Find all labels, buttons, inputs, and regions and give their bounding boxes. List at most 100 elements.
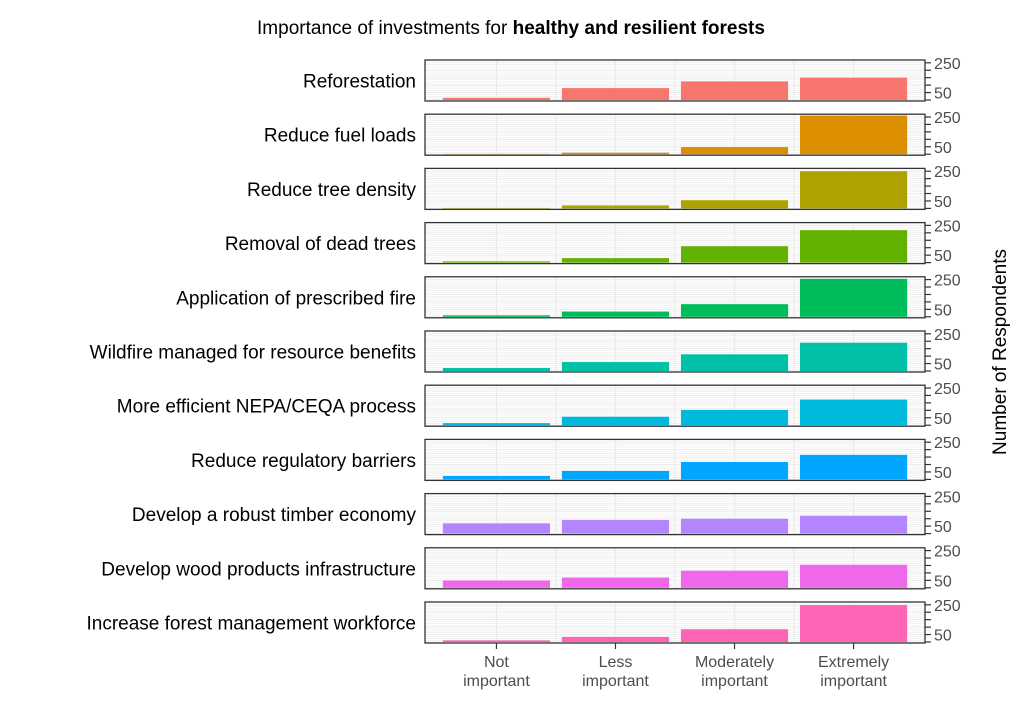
facet-panel: 250 50 Removal of dead trees <box>225 218 961 265</box>
panel-border <box>424 113 926 156</box>
panel-border <box>424 167 926 211</box>
bar <box>442 580 550 588</box>
x-tick-label: Moderately important <box>695 654 774 690</box>
panel-border <box>424 59 926 102</box>
bar <box>800 278 908 317</box>
y-tick-label: 50 <box>934 248 952 265</box>
bar <box>800 399 908 426</box>
bar <box>680 200 789 209</box>
x-tick-label: Less important <box>582 654 649 690</box>
bar <box>800 115 908 155</box>
bar <box>680 409 789 426</box>
x-tick-label: Extremely important <box>818 654 889 690</box>
y-tick-label: 50 <box>934 411 952 428</box>
x-tick-label-line: Extremely <box>818 654 889 671</box>
y-tick-label: 250 <box>934 218 961 235</box>
bar <box>800 230 908 263</box>
facet-label: Removal of dead trees <box>225 234 416 255</box>
y-tick-label: 250 <box>934 544 961 561</box>
facet-panel: 250 50 Develop a robust timber economy <box>132 489 961 536</box>
bar <box>800 564 908 588</box>
bar <box>561 636 670 642</box>
facet-label: Reduce regulatory barriers <box>191 451 416 472</box>
y-tick-label: 50 <box>934 628 952 645</box>
bar <box>442 423 550 426</box>
panel-border <box>424 547 926 590</box>
facet-panel: 250 50 Reduce fuel loads <box>264 110 961 157</box>
x-tick-label-line: Less <box>599 654 633 671</box>
facet-panel: 250 50 Develop wood products infrastructur… <box>101 544 961 591</box>
y-tick-label: 50 <box>934 573 952 590</box>
y-tick-label: 250 <box>934 110 961 127</box>
facet-panel: 250 50 Application of prescribed fire <box>176 273 961 320</box>
bar <box>561 152 670 155</box>
bar <box>561 416 670 426</box>
x-tick-label: Not important <box>463 654 530 690</box>
bar <box>680 147 789 155</box>
bar <box>561 362 670 371</box>
bar <box>800 77 908 100</box>
facet-label: Reforestation <box>303 72 416 93</box>
bar <box>561 258 670 263</box>
bar <box>680 518 789 534</box>
x-tick-label-line: important <box>463 673 530 690</box>
facet-label: Develop wood products infrastructure <box>101 559 416 580</box>
panel-border <box>424 276 926 319</box>
y-tick-label: 50 <box>934 194 952 211</box>
x-tick-label-line: important <box>701 673 768 690</box>
facet-panel: 250 50 More efficient NEPA/CEQA process <box>117 381 961 428</box>
bar <box>442 640 550 642</box>
facet-panel: 250 50 Reduce tree density <box>247 164 961 211</box>
facet-label: Develop a robust timber economy <box>132 505 417 526</box>
y-tick-label: 250 <box>934 327 961 344</box>
facet-panel: 250 50 Increase forest management workforc… <box>87 598 961 645</box>
bar <box>442 315 550 317</box>
bar <box>800 454 908 480</box>
bar <box>800 515 908 534</box>
bar <box>680 81 789 100</box>
panel-border <box>424 221 926 265</box>
y-tick-label: 50 <box>934 357 952 374</box>
facet-panel: 250 50 Reduce regulatory barriers <box>191 435 961 482</box>
y-tick-label: 250 <box>934 56 961 73</box>
bar <box>442 523 550 534</box>
y-tick-label: 250 <box>934 273 961 290</box>
panel-border <box>424 492 926 536</box>
bar <box>800 171 908 209</box>
facet-label: Increase forest management workforce <box>87 614 417 635</box>
facet-label: Reduce fuel loads <box>264 126 416 147</box>
bar <box>680 246 789 263</box>
facet-panel: 250 50 Reforestation <box>303 56 961 103</box>
facet-label: Reduce tree density <box>247 180 416 201</box>
bar <box>680 354 789 371</box>
x-tick-label-line: important <box>820 673 887 690</box>
x-tick-label-line: important <box>582 673 649 690</box>
bar <box>561 577 670 588</box>
y-tick-label: 250 <box>934 381 961 398</box>
bar <box>442 261 550 263</box>
y-tick-label: 250 <box>934 489 961 506</box>
y-tick-label: 50 <box>934 519 952 536</box>
bar <box>561 470 670 480</box>
panel-border <box>424 384 926 427</box>
bar <box>561 88 670 100</box>
bar <box>442 97 550 100</box>
y-tick-label: 50 <box>934 86 952 103</box>
bar <box>561 311 670 317</box>
facet-panel: 250 50 Wildfire managed for resource benef… <box>90 327 961 374</box>
x-tick-label-line: Moderately <box>695 654 774 671</box>
bar <box>442 368 550 371</box>
facet-label: More efficient NEPA/CEQA process <box>117 397 416 418</box>
bar <box>680 461 789 480</box>
bar <box>800 342 908 371</box>
y-tick-label: 250 <box>934 598 961 615</box>
bar <box>680 629 789 642</box>
bar <box>561 205 670 209</box>
y-tick-label: 250 <box>934 435 961 452</box>
facet-label: Application of prescribed fire <box>176 288 416 309</box>
y-tick-label: 50 <box>934 465 952 482</box>
bar <box>800 605 908 642</box>
bar <box>680 570 789 588</box>
bar <box>680 304 789 317</box>
